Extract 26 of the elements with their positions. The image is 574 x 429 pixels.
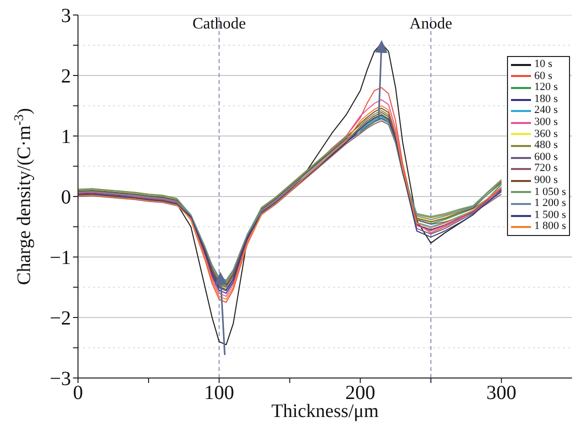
legend-label: 1 800 s	[534, 220, 566, 233]
legend-label: 900 s	[534, 174, 558, 187]
legend-label: 360 s	[534, 128, 558, 140]
y-tick-label: 3	[61, 5, 71, 28]
x-tick-label: 300	[486, 382, 516, 404]
ref-line-label: Anode	[410, 15, 452, 32]
y-tick-label: 2	[61, 66, 71, 88]
legend-label: 60 s	[534, 70, 552, 82]
legend-label: 1 500 s	[534, 208, 566, 222]
y-tick-label: 1	[61, 126, 71, 148]
legend-label: 240 s	[534, 104, 558, 117]
y-tick-label: −1	[50, 247, 71, 270]
legend-label: 720 s	[534, 162, 558, 175]
legend-label: 1 050 s	[534, 186, 566, 198]
y-tick-label: 0	[61, 186, 71, 209]
y-tick-label: −3	[50, 368, 71, 390]
legend-label: 180 s	[534, 92, 558, 106]
legend-label: 600 s	[534, 150, 558, 164]
legend-label: 1 200 s	[534, 197, 566, 210]
legend-label: 300 s	[534, 116, 558, 129]
legend-label: 480 s	[534, 139, 558, 152]
x-tick-label: 100	[204, 382, 234, 404]
y-tick-label: −2	[50, 308, 71, 330]
legend-label: 120 s	[534, 81, 558, 94]
ref-line-label: Cathode	[192, 15, 246, 32]
legend-label: 10 s	[534, 58, 552, 71]
